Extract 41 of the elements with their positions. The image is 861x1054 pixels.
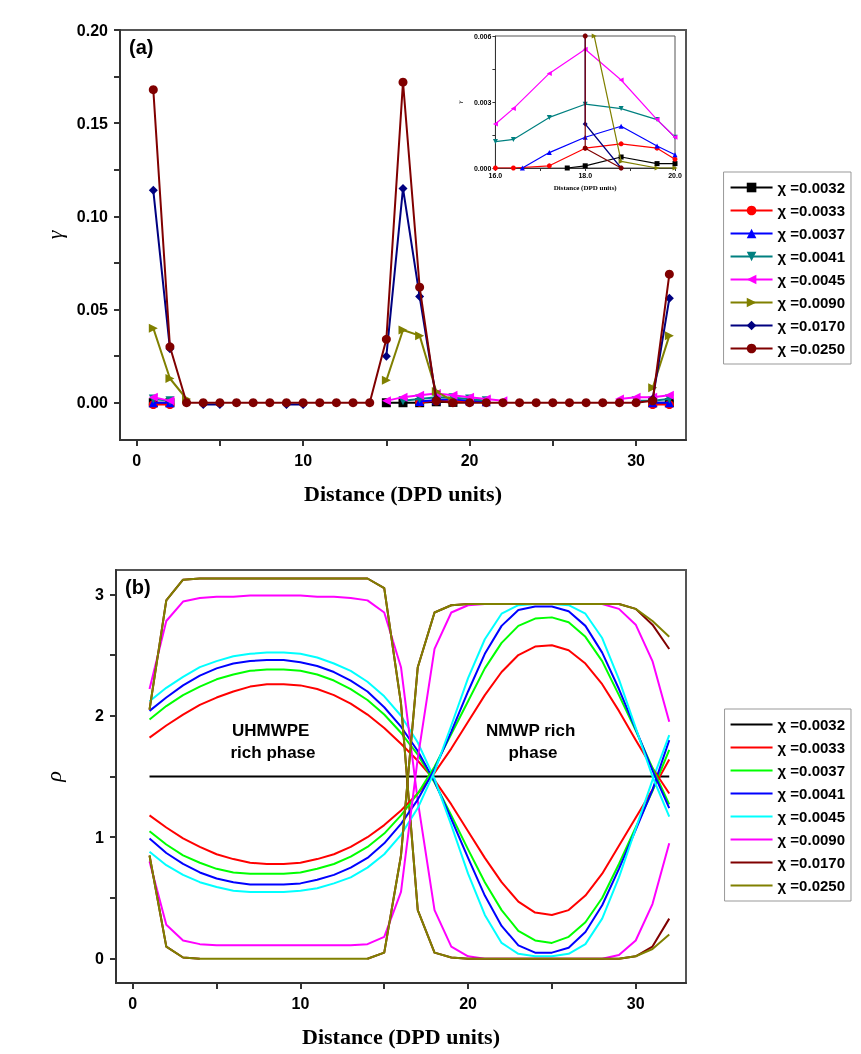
legend-label: χ =0.0170 [777, 854, 846, 871]
x-tick-label: 20 [459, 994, 478, 1012]
y-tick-label: 0.15 [76, 114, 109, 132]
y-tick-label: 0.20 [76, 21, 109, 39]
legend-label: χ =0.0032 [777, 179, 846, 196]
y-tick-label: 0.10 [76, 207, 109, 225]
y-tick-label: 2 [95, 707, 105, 725]
chart-title: (a) [129, 36, 154, 58]
x-axis-title: Distance (DPD units) [302, 1023, 500, 1049]
legend-label: χ =0.0041 [777, 248, 846, 265]
x-tick-label: 30 [627, 451, 646, 469]
y-tick-label: 0 [95, 950, 105, 968]
y-tick-label: 0.00 [76, 394, 109, 412]
y-tick-label: 0.05 [76, 301, 109, 319]
legend-label: χ =0.0045 [777, 808, 846, 825]
legend-label: χ =0.0032 [777, 716, 846, 733]
x-tick-label: 0 [132, 451, 142, 469]
x-tick-label: 0 [128, 994, 138, 1012]
legend-label: χ =0.0170 [777, 317, 846, 334]
x-tick-label: 10 [294, 451, 313, 469]
legend-label: χ =0.0041 [777, 785, 846, 802]
y-axis-title: ρ [40, 771, 66, 783]
y-axis-title: γ [42, 229, 68, 240]
x-tick-label: 10 [291, 994, 310, 1012]
legend-label: χ =0.0033 [777, 202, 846, 219]
x-axis-title: Distance (DPD units) [304, 480, 502, 506]
legend-label: χ =0.0250 [777, 340, 846, 357]
chart-title: (b) [125, 576, 151, 598]
y-tick-label: 3 [95, 585, 105, 603]
legend-label: χ =0.0045 [777, 271, 846, 288]
legend-label: χ =0.0250 [777, 877, 846, 894]
annotation: NMWP rich phase [485, 720, 581, 762]
y-tick-label: 1 [95, 828, 105, 846]
legend-label: χ =0.0037 [777, 225, 846, 242]
x-tick-label: 30 [626, 994, 645, 1012]
annotation: UHMWPE rich phase [230, 720, 316, 762]
x-tick-label: 20 [460, 451, 479, 469]
legend-label: χ =0.0037 [777, 762, 846, 779]
legend-label: χ =0.0090 [777, 831, 846, 848]
legend-label: χ =0.0090 [777, 294, 846, 311]
legend-label: χ =0.0033 [777, 739, 846, 756]
